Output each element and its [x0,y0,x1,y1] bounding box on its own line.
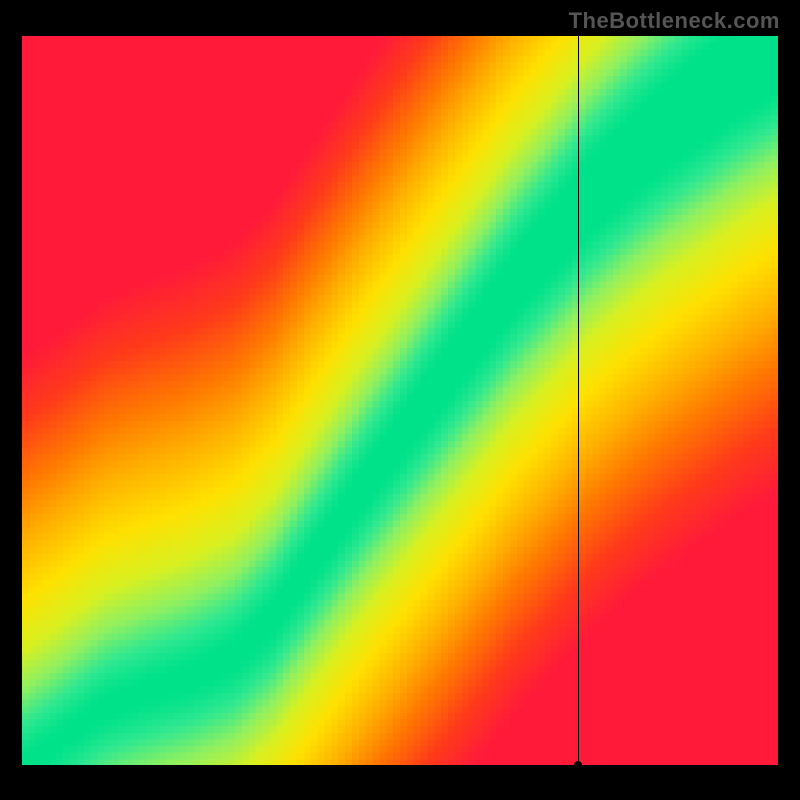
crosshair-vertical [578,36,579,766]
crosshair-dot [574,761,582,769]
heatmap-canvas [22,36,778,766]
watermark-text: TheBottleneck.com [569,8,780,34]
crosshair-horizontal [22,765,778,766]
chart-container: { "watermark": { "text": "TheBottleneck.… [0,0,800,800]
heatmap-chart [22,36,778,766]
